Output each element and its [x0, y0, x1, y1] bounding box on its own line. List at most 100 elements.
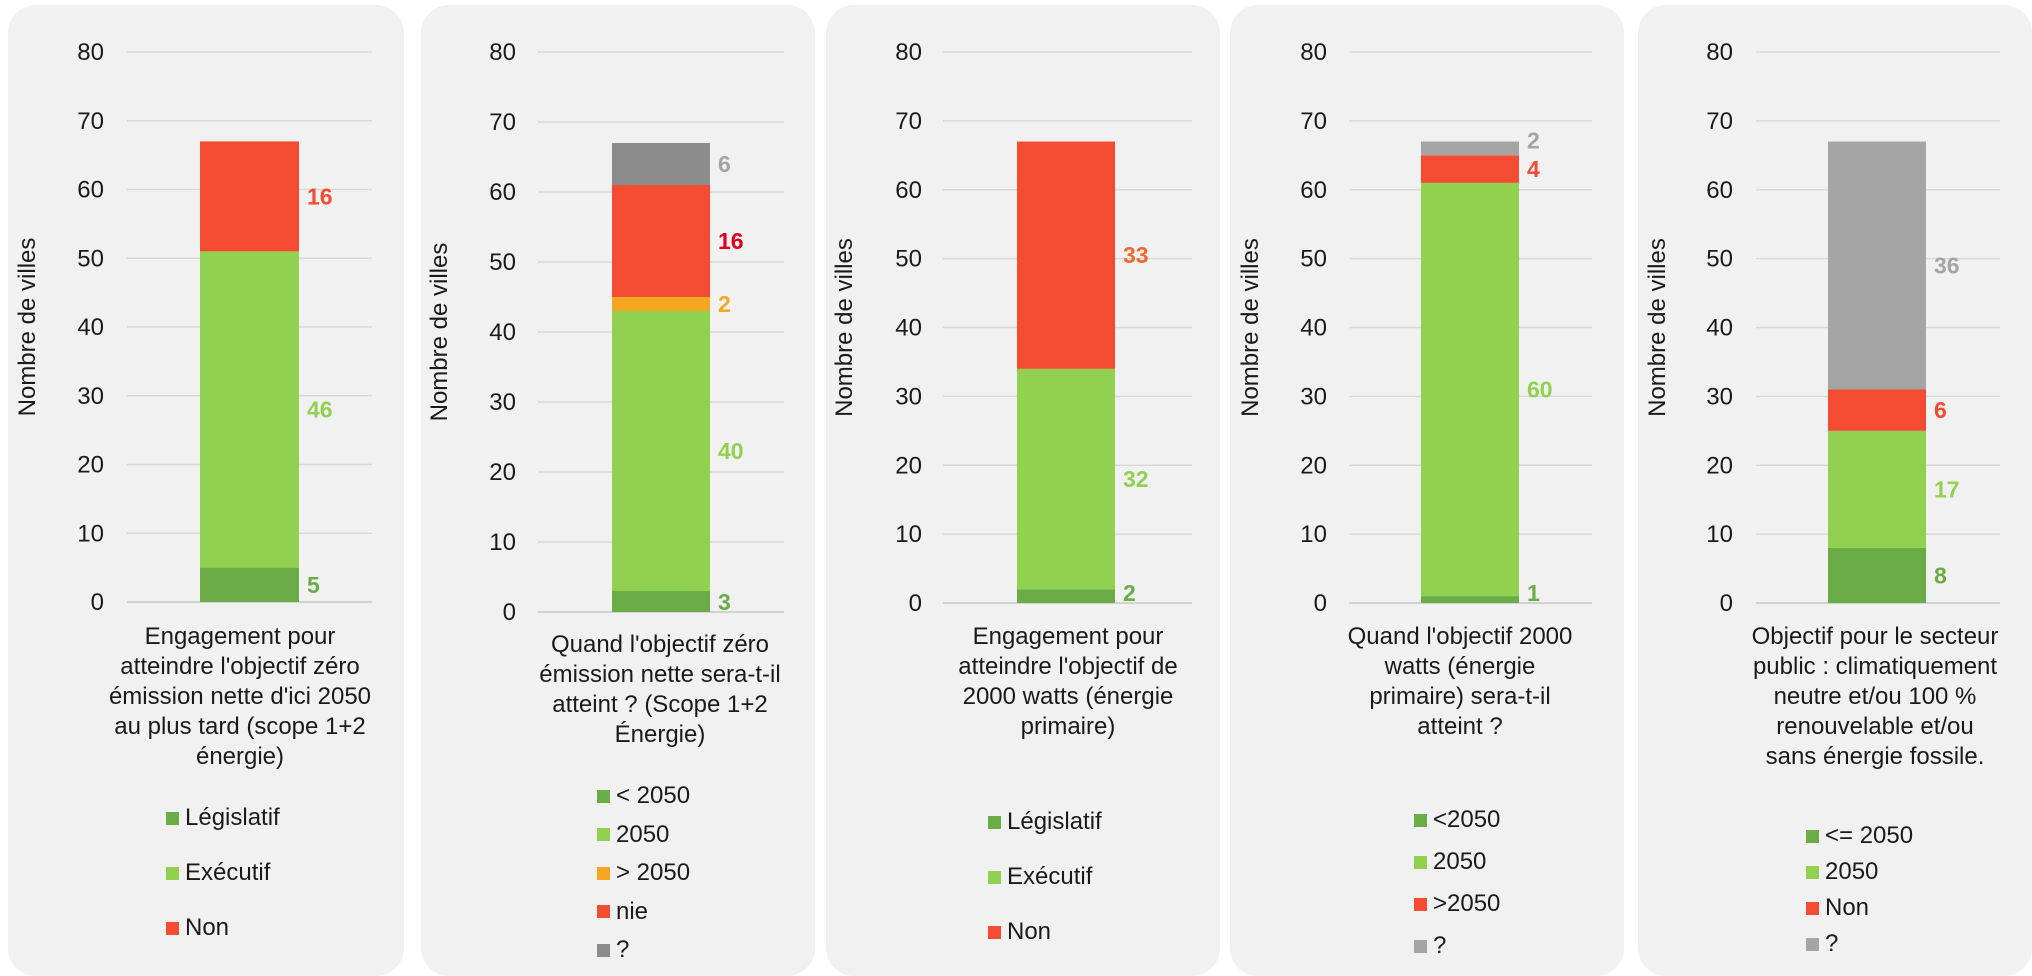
legend-label: Non	[1007, 918, 1052, 945]
y-tick-label: 60	[489, 179, 516, 206]
y-tick-label: 10	[1706, 521, 1733, 548]
bar-segment	[1828, 389, 1926, 431]
y-tick-label: 0	[503, 599, 516, 626]
chart-panel-2: 0 10 20 30 40 50 60 70 80 Nombre de villes 3 40 2 16 6…	[421, 5, 815, 976]
legend-swatch	[166, 921, 179, 935]
legend-item: <= 2050	[1806, 822, 1913, 850]
y-tick-label: 10	[489, 529, 516, 556]
y-tick-label: 20	[77, 452, 104, 479]
legend-swatch	[597, 828, 610, 841]
bar-segment	[612, 185, 710, 297]
y-tick-label: 20	[895, 452, 922, 479]
data-label: 8	[1934, 562, 1947, 588]
legend-label: ?	[616, 936, 630, 963]
bar-segment	[200, 141, 299, 252]
data-label: 6	[718, 151, 731, 177]
legend-item: Non	[166, 914, 229, 942]
bar-segment	[1421, 155, 1519, 183]
legend-swatch	[166, 866, 179, 880]
y-tick-label: 40	[489, 319, 516, 346]
legend-item: Non	[988, 918, 1051, 946]
y-tick-label: 0	[91, 589, 104, 616]
legend-item: Exécutif	[166, 859, 270, 887]
bar-segment	[1828, 547, 1926, 603]
y-tick-label: 70	[77, 108, 104, 135]
legend-item: Non	[1806, 894, 1869, 922]
chart-svg: 0 10 20 30 40 50 60 70 80 Nombre de villes 8 17 6 36	[1644, 39, 2000, 617]
data-label: 2	[1123, 580, 1136, 606]
y-tick-label: 50	[77, 245, 104, 272]
legend-label: Non	[185, 914, 230, 941]
data-label: 5	[307, 572, 320, 598]
chart-panel-4: 0 10 20 30 40 50 60 70 80 Nombre de villes 1 60 4 2 Qu…	[1230, 5, 1624, 976]
legend-label: <2050	[1433, 806, 1501, 833]
legend-label: >2050	[1433, 890, 1501, 917]
legend-item: Exécutif	[988, 863, 1092, 891]
chart-svg: 0 10 20 30 40 50 60 70 80 Nombre de villes 5 46 16	[14, 39, 372, 616]
legend-label: ?	[1825, 930, 1839, 957]
bar-segment	[1421, 596, 1519, 603]
y-tick-label: 70	[1300, 108, 1327, 135]
chart-panel-3: 0 10 20 30 40 50 60 70 80 Nombre de villes 2 32 33 En…	[826, 5, 1220, 976]
y-tick-label: 80	[77, 39, 104, 66]
legend-item: Législatif	[988, 808, 1102, 836]
y-tick-label: 80	[1300, 39, 1327, 66]
legend-item: >2050	[1414, 890, 1500, 918]
bar-segment	[1421, 182, 1519, 597]
legend-label: Non	[1825, 894, 1870, 921]
chart-panel-1: 0 10 20 30 40 50 60 70 80 Nombre de villes 5 46 16 En…	[8, 5, 404, 976]
legend-swatch	[1806, 829, 1819, 843]
data-label: 3	[718, 589, 731, 615]
y-tick-label: 30	[895, 383, 922, 410]
bar-segment	[612, 297, 710, 311]
legend-swatch	[1806, 937, 1819, 951]
legend-swatch	[988, 925, 1001, 939]
y-tick-label: 50	[1706, 246, 1733, 273]
legend-swatch	[597, 905, 610, 918]
y-tick-label: 30	[1706, 383, 1733, 410]
y-tick-label: 30	[1300, 383, 1327, 410]
y-tick-label: 20	[489, 459, 516, 486]
bar-segment	[1421, 141, 1519, 156]
y-tick-label: 40	[1300, 315, 1327, 342]
legend-swatch	[1806, 901, 1819, 915]
y-tick-label: 40	[895, 315, 922, 342]
legend-swatch	[988, 870, 1001, 884]
category-label: Engagement pour atteindre l'objectif zér…	[108, 623, 372, 770]
y-tick-label: 80	[1706, 39, 1733, 66]
y-tick-label: 20	[1706, 452, 1733, 479]
legend-item: 2050	[1414, 848, 1486, 876]
y-tick-label: 40	[1706, 315, 1733, 342]
category-label: Objectif pour le secteur public : climat…	[1751, 623, 1999, 770]
legend-label: 2050	[616, 820, 670, 848]
y-tick-label: 50	[489, 249, 516, 276]
legend-item: nie	[597, 898, 648, 926]
bar-segment	[1017, 141, 1115, 369]
y-tick-label: 0	[1720, 590, 1733, 617]
legend-label: Législatif	[185, 804, 280, 831]
bar-segment	[1017, 589, 1115, 603]
y-tick-label: 10	[895, 521, 922, 548]
data-label: 16	[307, 183, 333, 209]
legend-swatch	[1806, 865, 1819, 879]
y-tick-label: 80	[895, 39, 922, 66]
y-tick-label: 10	[77, 520, 104, 547]
y-tick-label: 30	[77, 383, 104, 410]
y-tick-label: 60	[77, 177, 104, 204]
legend-label: Exécutif	[1007, 863, 1093, 890]
data-label: 6	[1934, 397, 1947, 423]
legend-item: Législatif	[166, 804, 280, 832]
legend-item: < 2050	[597, 782, 690, 810]
data-label: 60	[1527, 376, 1553, 402]
y-tick-label: 70	[895, 108, 922, 135]
legend-label: < 2050	[616, 782, 691, 809]
chart-panel-5: 0 10 20 30 40 50 60 70 80 Nombre de villes 8 17 6 36 O…	[1638, 5, 2032, 976]
y-tick-label: 10	[1300, 521, 1327, 548]
y-tick-label: 80	[489, 39, 516, 66]
bar-segment	[1828, 430, 1926, 548]
legend-swatch	[1414, 855, 1427, 869]
y-tick-label: 30	[489, 389, 516, 416]
data-label: 1	[1527, 580, 1540, 606]
legend-swatch	[988, 815, 1001, 829]
chart-svg: 0 10 20 30 40 50 60 70 80 Nombre de villes 1 60 4 2	[1237, 39, 1592, 617]
